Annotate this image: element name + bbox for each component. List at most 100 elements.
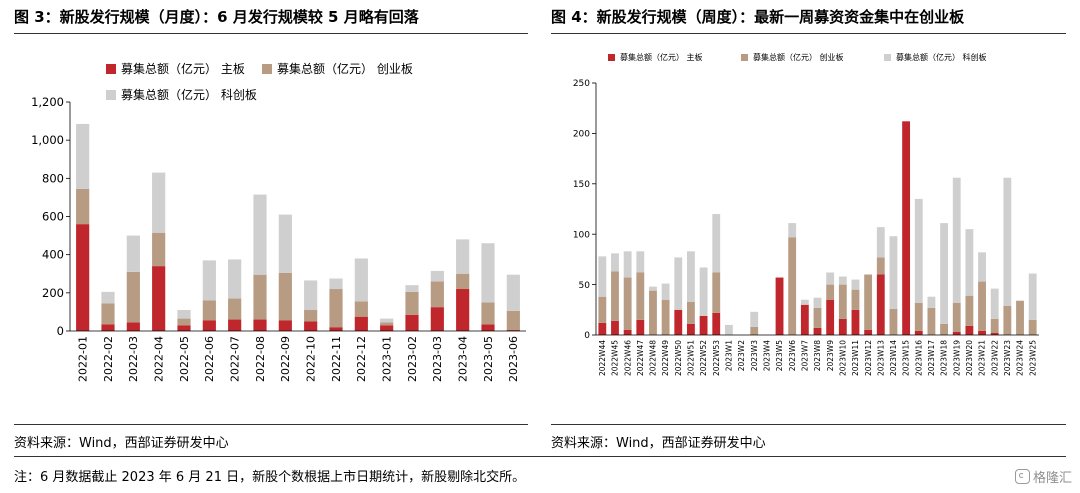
legend-label: 募集总额（亿元） 科创板 — [896, 52, 987, 62]
bar-segment-1 — [838, 318, 847, 335]
x-tick-label: 2023W9 — [826, 340, 835, 372]
x-tick-label: 2022W48 — [649, 340, 658, 376]
x-tick-label: 2023-03 — [431, 336, 444, 382]
x-tick-label: 2023-06 — [507, 336, 520, 382]
bar-segment-2 — [354, 301, 368, 317]
right-chart-title: 图 4：新股发行规模（周度）：最新一周募资资金集中在创业板 — [551, 8, 965, 26]
bar-segment-2 — [965, 295, 974, 326]
bar-segment-2 — [611, 271, 619, 321]
bar-segment-1 — [990, 332, 999, 335]
x-tick-label: 2022W45 — [611, 340, 620, 376]
y-tick-label: 0 — [584, 331, 590, 341]
bar-segment-2 — [253, 274, 267, 320]
bar-segment-1 — [278, 320, 292, 331]
bar-segment-3 — [813, 297, 822, 308]
bar-segment-2 — [876, 257, 885, 275]
bar-segment-2 — [750, 326, 759, 335]
bar-segment-3 — [838, 276, 847, 285]
bar-segment-1 — [405, 314, 419, 331]
bar-segment-2 — [481, 302, 495, 325]
y-tick-label: 400 — [42, 248, 64, 262]
x-tick-label: 2022-08 — [254, 336, 267, 382]
x-tick-label: 2023W22 — [990, 340, 999, 376]
bar-segment-3 — [506, 274, 520, 311]
bar-segment-2 — [826, 284, 835, 300]
x-tick-label: 2022-10 — [305, 336, 318, 382]
bar-segment-3 — [914, 198, 923, 303]
bar-segment-3 — [699, 267, 708, 316]
bar-segment-3 — [101, 291, 115, 304]
bar-segment-3 — [456, 239, 470, 274]
y-tick-label: 0 — [57, 324, 64, 338]
legend-swatch — [608, 54, 615, 61]
x-tick-label: 2023W12 — [864, 340, 873, 376]
bar-segment-3 — [851, 279, 860, 290]
legend-label: 募集总额（亿元） 主板 — [121, 61, 245, 76]
bar-segment-3 — [405, 285, 419, 292]
bar-segment-1 — [598, 322, 607, 335]
bar-segment-2 — [202, 300, 216, 321]
bar-segment-3 — [430, 270, 444, 282]
bar-segment-1 — [813, 327, 822, 335]
bar-segment-2 — [978, 281, 986, 331]
bar-segment-1 — [800, 304, 809, 335]
bar-segment-1 — [380, 325, 394, 331]
bar-segment-1 — [978, 330, 986, 335]
bar-segment-3 — [126, 235, 140, 272]
bar-segment-3 — [712, 214, 721, 273]
bar-segment-1 — [456, 289, 470, 331]
bar-segment-1 — [253, 319, 267, 331]
bar-segment-2 — [278, 272, 292, 321]
bar-segment-2 — [952, 302, 961, 332]
bar-segment-2 — [329, 289, 343, 328]
bar-segment-2 — [813, 307, 822, 328]
bar-segment-2 — [940, 323, 948, 335]
right-title-rule — [551, 33, 1066, 34]
bar-segment-2 — [177, 318, 191, 326]
bar-segment-1 — [674, 309, 683, 335]
bar-segment-2 — [76, 188, 90, 225]
watermark: 格隆汇 — [1014, 465, 1072, 487]
legend-swatch — [741, 54, 748, 61]
left-source-rule — [14, 424, 528, 425]
bar-segment-3 — [649, 286, 657, 291]
x-tick-label: 2023W16 — [914, 340, 923, 376]
bar-segment-2 — [228, 298, 242, 320]
bar-segment-2 — [712, 272, 721, 313]
bar-segment-1 — [712, 312, 721, 335]
x-tick-label: 2023W2 — [737, 340, 746, 372]
bar-segment-2 — [864, 274, 873, 330]
bar-segment-1 — [636, 319, 645, 335]
x-tick-label: 2023-05 — [482, 336, 495, 382]
bar-segment-1 — [952, 331, 961, 335]
bar-segment-2 — [126, 271, 140, 323]
x-tick-label: 2022-09 — [279, 336, 292, 382]
bar-segment-2 — [990, 318, 999, 333]
left-chart-title: 图 3：新股发行规模（月度）：6 月发行规模较 5 月略有回落 — [14, 8, 419, 26]
y-tick-label: 50 — [579, 281, 591, 291]
x-tick-label: 2022W46 — [623, 340, 632, 376]
x-tick-label: 2023W5 — [775, 340, 784, 372]
x-tick-label: 2022-06 — [203, 336, 216, 382]
bar-segment-1 — [687, 323, 695, 335]
x-tick-label: 2023W15 — [902, 340, 911, 376]
bar-segment-3 — [1028, 273, 1037, 320]
bar-segment-2 — [889, 308, 898, 335]
bar-segment-1 — [864, 329, 873, 335]
x-tick-label: 2022W50 — [674, 340, 683, 376]
bar-segment-3 — [687, 251, 695, 302]
x-tick-label: 2023W21 — [978, 340, 987, 376]
x-tick-label: 2023W7 — [800, 340, 809, 372]
bar-segment-1 — [914, 330, 923, 335]
x-tick-label: 2022-05 — [178, 336, 191, 382]
bar-segment-1 — [623, 329, 632, 335]
bar-segment-3 — [354, 258, 368, 302]
bar-segment-3 — [750, 311, 759, 327]
bar-segment-3 — [800, 299, 809, 305]
x-tick-label: 2023-04 — [457, 336, 470, 382]
bar-segment-2 — [506, 310, 520, 331]
left-source-text: 资料来源：Wind，西部证券研发中心 — [14, 436, 229, 451]
bar-segment-1 — [851, 309, 860, 335]
bar-segment-3 — [278, 214, 292, 273]
x-tick-label: 2023W3 — [750, 340, 759, 372]
